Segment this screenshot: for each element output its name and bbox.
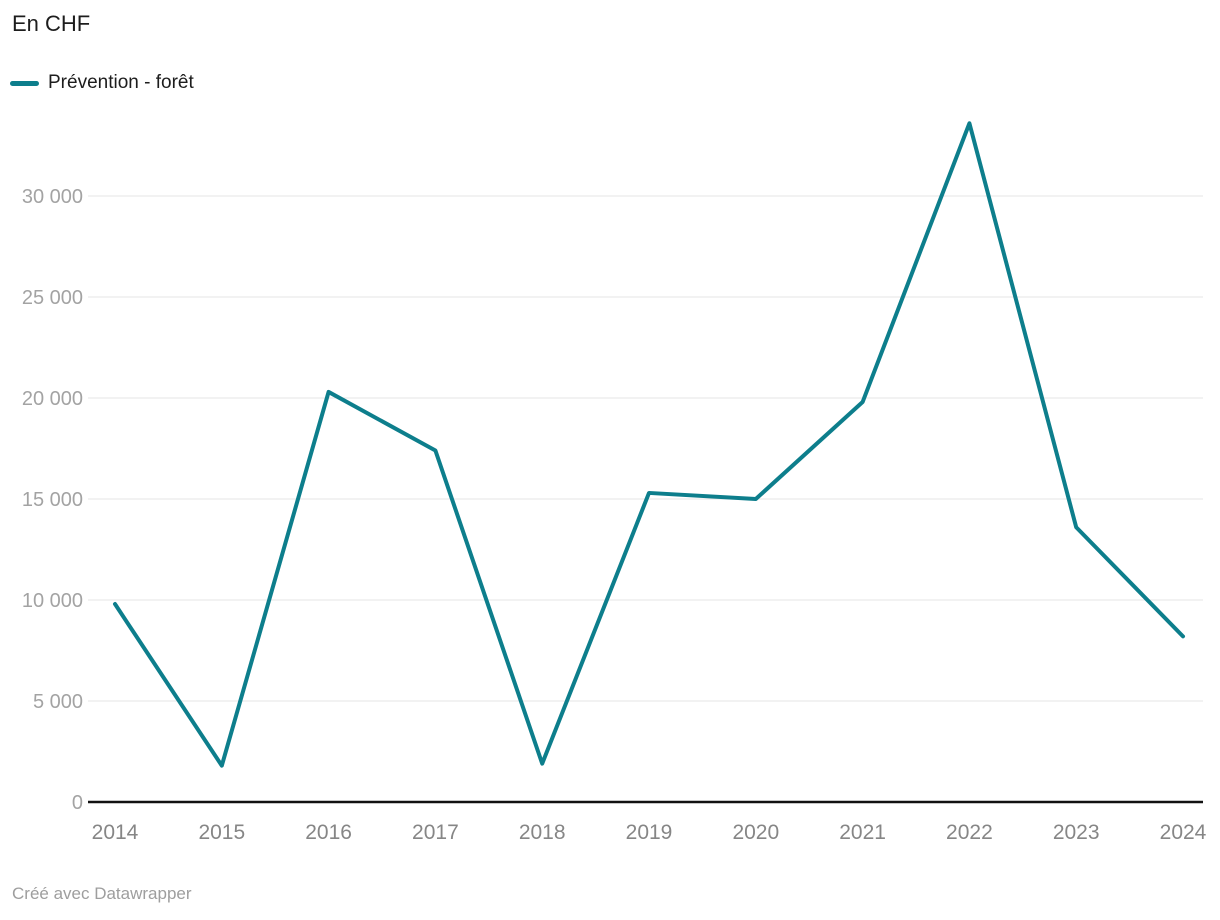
- x-tick-label: 2016: [305, 821, 352, 844]
- y-tick-label: 25 000: [22, 287, 83, 309]
- y-tick-label: 15 000: [22, 489, 83, 511]
- y-tick-label: 30 000: [22, 186, 83, 208]
- y-tick-label: 20 000: [22, 388, 83, 410]
- chart-title: En CHF: [12, 11, 91, 36]
- x-tick-label: 2019: [626, 821, 673, 844]
- y-tick-label: 5 000: [33, 691, 83, 713]
- y-tick-label: 10 000: [22, 590, 83, 612]
- x-tick-label: 2022: [946, 821, 993, 844]
- x-tick-label: 2015: [198, 821, 245, 844]
- series-line-prevention-foret: [113, 121, 1185, 768]
- legend-label: Prévention - forêt: [48, 72, 194, 93]
- x-tick-label: 2024: [1160, 821, 1207, 844]
- x-tick-label: 2023: [1053, 821, 1100, 844]
- x-tick-label: 2018: [519, 821, 566, 844]
- x-tick-label: 2014: [92, 821, 139, 844]
- datawrapper-attribution-link[interactable]: Créé avec Datawrapper: [12, 884, 192, 903]
- legend: Prévention - forêt: [10, 72, 194, 94]
- x-tick-label: 2021: [839, 821, 886, 844]
- line-chart-canvas: 0 5 000 10 000 15 000 20 000 25 000 30 000 2014…: [22, 121, 1207, 844]
- legend-line-swatch-icon: [10, 80, 39, 86]
- x-tick-label: 2017: [412, 821, 459, 844]
- x-tick-label: 2020: [732, 821, 779, 844]
- y-tick-label: 0: [72, 792, 83, 814]
